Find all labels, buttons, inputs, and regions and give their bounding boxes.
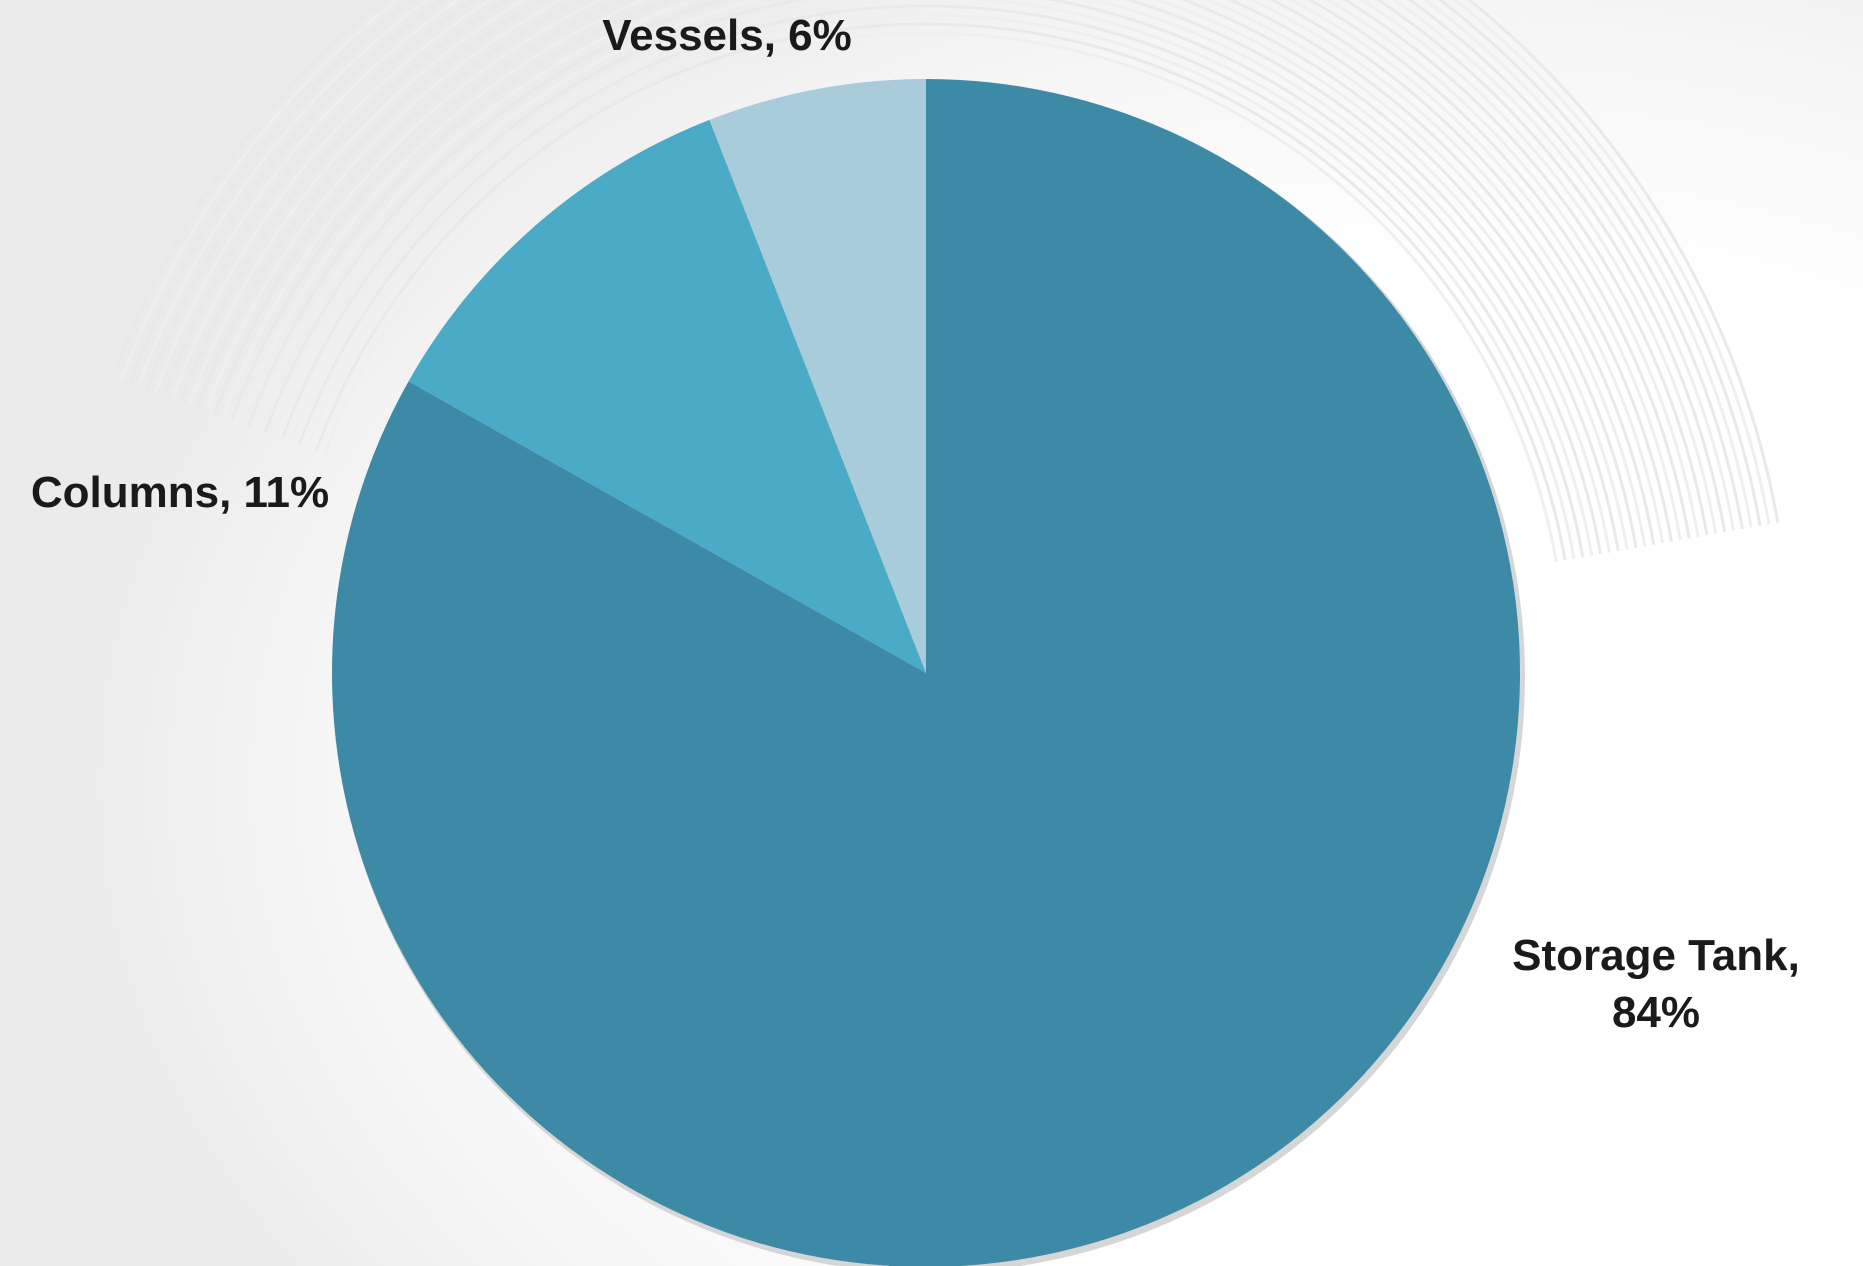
texture-arc	[314, 22, 1567, 561]
texture-arc	[111, 0, 1780, 524]
texture-arc	[128, 0, 1762, 527]
texture-arc	[230, 0, 1656, 545]
texture-arc	[280, 0, 1603, 555]
texture-arc	[238, 0, 1647, 547]
texture-arc	[272, 0, 1611, 553]
pie-label-storage-tank: Storage Tank, 84%	[1512, 931, 1800, 1037]
texture-arc	[255, 0, 1629, 550]
texture-arc	[306, 13, 1576, 560]
texture-arc	[204, 0, 1682, 541]
pie-labels: Storage Tank, 84% Columns, 11% Vessels, 6%	[31, 11, 1800, 1037]
pie-slice-storage-tank	[332, 79, 1521, 1266]
texture-arc	[170, 0, 1718, 534]
texture-arc	[196, 0, 1691, 539]
pie-slice-columns	[408, 119, 926, 673]
texture-arc	[289, 0, 1594, 556]
texture-arc	[187, 0, 1700, 538]
texture-arc	[162, 0, 1727, 533]
pie-slice-vessels	[709, 79, 926, 673]
texture-arc	[154, 0, 1736, 531]
texture-arc	[221, 0, 1665, 544]
texture-arc	[297, 4, 1585, 558]
texture-arc	[137, 0, 1753, 528]
background-texture	[111, 0, 1780, 563]
texture-arc	[247, 0, 1638, 549]
texture-arc	[263, 0, 1620, 552]
texture-arc	[213, 0, 1673, 542]
pie-label-columns: Columns, 11%	[31, 468, 329, 517]
pie-slices	[332, 79, 1525, 1266]
texture-arc	[120, 0, 1771, 525]
texture-arc	[179, 0, 1709, 536]
texture-arc	[323, 31, 1558, 563]
texture-arc	[145, 0, 1744, 530]
pie-label-vessels: Vessels, 6%	[602, 11, 852, 60]
